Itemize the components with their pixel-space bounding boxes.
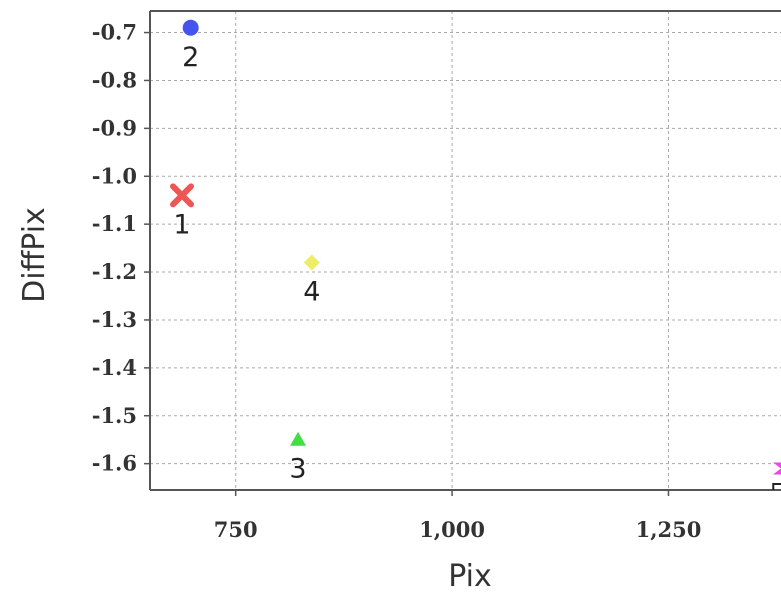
y-tick-label: -0.7	[92, 20, 137, 45]
x-tick-label: 1,250	[636, 517, 702, 542]
data-point-1	[170, 183, 195, 208]
data-point-4	[303, 254, 320, 271]
x-tick-label: 750	[214, 517, 258, 542]
x-tick-label: 1,000	[419, 517, 485, 542]
data-point-label: 4	[303, 276, 320, 307]
plot-background	[150, 11, 781, 490]
data-point-extra-4	[773, 462, 781, 475]
axes	[144, 10, 781, 496]
x-axis-tick-labels: 750 1,000 1,250	[214, 517, 702, 542]
y-axis-tick-labels: -0.7 -0.8 -0.9 -1.0 -1.1 -1.2 -1.3 -1.4 -1.5 -1.6	[92, 20, 137, 476]
y-tick-label: -0.9	[92, 115, 137, 140]
y-axis-title: DiffPix	[17, 207, 52, 303]
grid-lines	[150, 11, 781, 490]
y-tick-label: -1.5	[92, 403, 137, 428]
data-points	[170, 19, 781, 490]
y-tick-label: -1.1	[92, 211, 137, 236]
y-tick-label: -1.0	[92, 163, 137, 188]
data-point-2	[182, 19, 199, 36]
data-point-label: 3	[289, 454, 306, 485]
y-tick-label: -1.6	[92, 451, 137, 476]
data-point-3	[290, 431, 307, 446]
y-tick-label: -1.2	[92, 259, 137, 284]
y-tick-label: -0.8	[92, 67, 137, 92]
y-tick-label: -1.4	[92, 355, 137, 380]
data-point-label: 1	[173, 209, 190, 240]
data-point-extra-5	[772, 483, 781, 490]
y-tick-label: -1.3	[92, 307, 137, 332]
x-axis-title: Pix	[448, 559, 492, 594]
data-point-label: 2	[182, 42, 199, 73]
